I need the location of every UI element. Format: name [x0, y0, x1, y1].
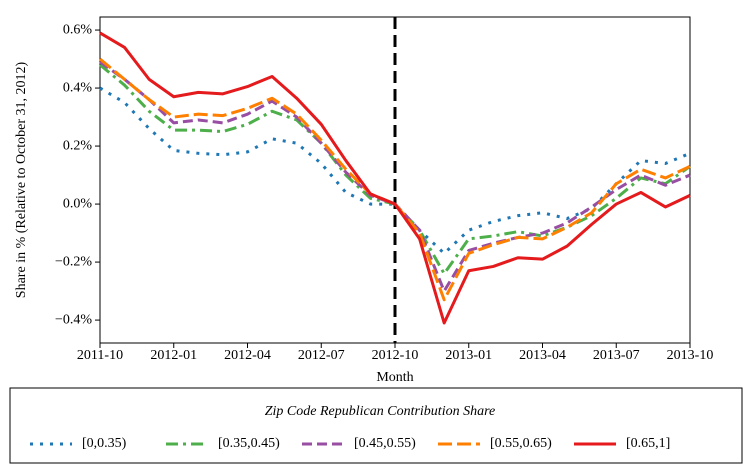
y-tick-label: 0.2%: [63, 138, 93, 153]
y-tick-label: 0.6%: [63, 22, 93, 37]
x-tick-label: 2011-10: [77, 348, 123, 363]
legend-label: [0,0.35): [82, 436, 127, 451]
y-tick-label: 0.0%: [63, 196, 93, 211]
y-tick-label: 0.4%: [63, 80, 93, 95]
legend-box: [9, 387, 743, 464]
x-tick-label: 2013-01: [445, 348, 492, 363]
x-axis-label: Month: [376, 370, 413, 385]
legend-label: [0.45,0.55): [354, 436, 416, 451]
x-tick-label: 2012-01: [150, 348, 197, 363]
y-tick-label: −0.4%: [55, 312, 92, 327]
series-line: [99, 31, 691, 325]
x-tick-label: 2013-04: [519, 348, 566, 363]
legend-label: [0.55,0.65): [490, 436, 552, 451]
legend-label: [0.35,0.45): [218, 436, 280, 451]
x-tick-label: 2012-07: [298, 348, 345, 363]
x-tick-label: 2013-07: [593, 348, 640, 363]
x-tick-label: 2012-10: [372, 348, 419, 363]
y-axis-label: Share in % (Relative to October 31, 2012…: [14, 61, 29, 298]
y-tick-label: −0.2%: [55, 254, 92, 269]
series-line: [99, 86, 691, 255]
series-line: [99, 57, 691, 302]
x-tick-label: 2013-10: [667, 348, 714, 363]
legend-label: [0.65,1]: [626, 436, 670, 451]
legend-title: Zip Code Republican Contribution Share: [265, 404, 495, 419]
x-tick-label: 2012-04: [224, 348, 271, 363]
